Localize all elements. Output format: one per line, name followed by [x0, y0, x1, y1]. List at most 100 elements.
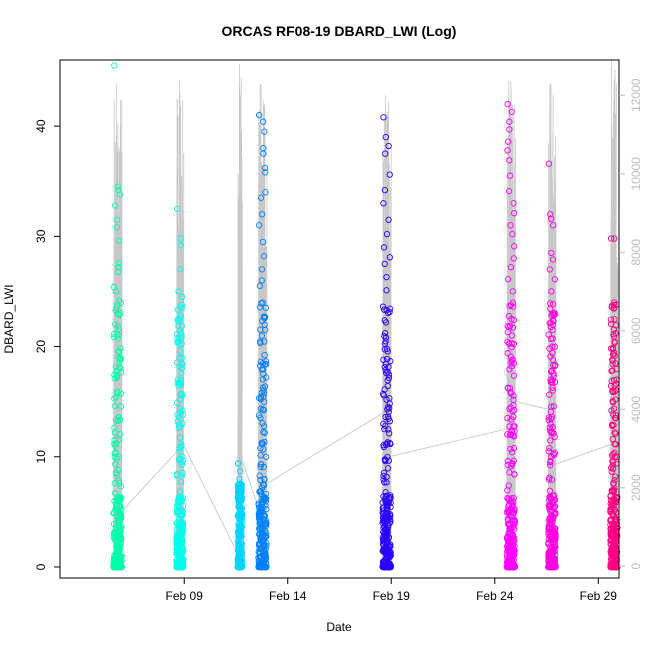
data-point [551, 276, 558, 283]
data-point [111, 375, 118, 382]
data-point [256, 338, 264, 345]
data-point [259, 420, 266, 427]
data-point [608, 468, 615, 475]
data-point [257, 476, 264, 484]
data-point [509, 432, 517, 439]
data-point [238, 522, 245, 529]
data-point [609, 351, 617, 358]
data-point [608, 421, 616, 428]
data-point [507, 445, 514, 453]
data-point [510, 210, 518, 217]
data-point [177, 494, 184, 501]
data-point [608, 377, 615, 385]
data-point [548, 563, 555, 571]
data-point [546, 444, 553, 452]
data-point [173, 399, 181, 406]
data-point [235, 543, 242, 551]
data-point [260, 429, 267, 436]
data-point [238, 561, 245, 568]
data-point [260, 387, 267, 394]
data-point [237, 507, 245, 514]
data-point [117, 356, 124, 363]
data-point [611, 299, 618, 306]
data-point [609, 360, 616, 367]
data-point [178, 507, 185, 514]
plot-area: 0 10 20 30 40 0 2000 4000 6000 8000 10000 12000 Feb … [34, 59, 643, 603]
y2-tick-label: 12000 [629, 78, 643, 112]
data-point [115, 530, 122, 537]
data-point [380, 420, 387, 427]
data-point [115, 453, 122, 461]
data-point [508, 390, 515, 397]
data-point [609, 526, 616, 533]
data-point [262, 374, 270, 381]
data-point [507, 222, 514, 229]
data-point [550, 403, 557, 410]
data-point [113, 367, 120, 375]
data-point [505, 188, 513, 195]
data-point [547, 215, 555, 222]
data-point [112, 461, 119, 468]
data-point [260, 520, 267, 527]
data-point [178, 461, 186, 468]
data-point [547, 462, 554, 469]
y2-tick-label: 8000 [629, 239, 643, 266]
data-point [111, 62, 118, 69]
data-point [508, 497, 515, 504]
data-point [381, 523, 388, 530]
data-point [236, 475, 243, 482]
data-point [381, 333, 388, 340]
data-point [545, 551, 553, 559]
data-point [506, 126, 513, 133]
data-point [546, 266, 553, 273]
x-tick-label: Feb 19 [373, 589, 411, 603]
data-point [508, 359, 515, 367]
data-point [113, 471, 121, 479]
x-tick-label: Feb 09 [166, 589, 204, 603]
data-point [545, 476, 553, 483]
data-point [174, 359, 181, 366]
data-point [176, 488, 184, 495]
data-point [175, 288, 182, 295]
data-point [385, 374, 393, 382]
data-point [545, 541, 552, 548]
data-point [173, 205, 181, 212]
y2-tick-label: 2000 [629, 474, 643, 501]
data-point [113, 563, 121, 570]
data-point [114, 335, 122, 342]
data-point [262, 304, 270, 311]
y-tick-label: 10 [34, 450, 48, 464]
data-point [547, 353, 554, 360]
data-point [384, 439, 391, 446]
data-point [380, 200, 387, 207]
data-point [237, 494, 244, 501]
data-point [504, 545, 512, 552]
data-point [510, 243, 518, 250]
data-point [112, 288, 120, 295]
data-point [387, 543, 394, 550]
data-point [510, 561, 517, 569]
data-point [256, 222, 263, 229]
series-rf13 [503, 100, 519, 571]
data-point [611, 496, 618, 503]
y2-tick-label: 6000 [629, 317, 643, 344]
data-point [384, 453, 391, 461]
data-point [504, 414, 511, 422]
data-point [504, 384, 512, 392]
data-point [381, 330, 389, 337]
data-point [504, 147, 511, 154]
data-point [550, 370, 557, 377]
data-point [384, 465, 392, 472]
data-point [236, 516, 243, 523]
data-point [386, 519, 393, 527]
data-point [381, 317, 388, 324]
data-point [612, 396, 619, 403]
data-point [260, 446, 267, 453]
data-point [504, 100, 511, 108]
data-point [115, 264, 122, 271]
data-point [173, 503, 181, 510]
x-axis-label: Date [326, 620, 352, 634]
data-point [611, 388, 618, 395]
data-point [382, 499, 390, 506]
data-point [175, 536, 183, 543]
